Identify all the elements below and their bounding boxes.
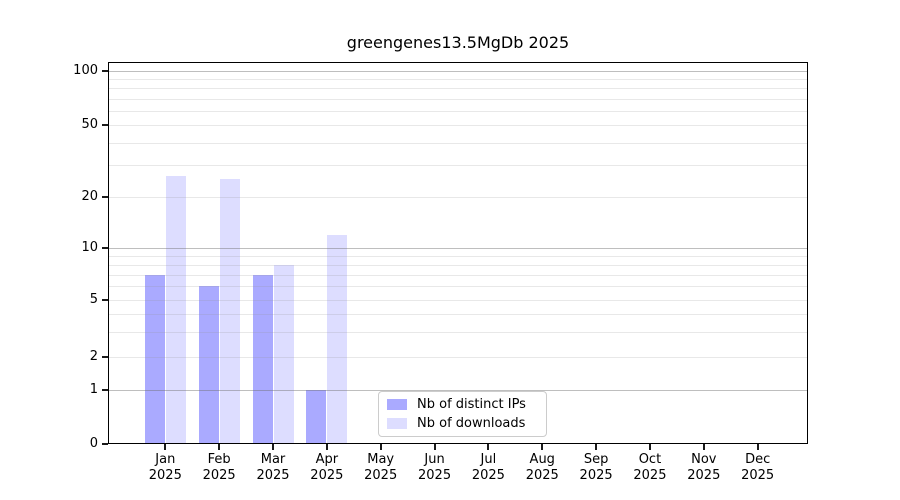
x-tick-label-may: May 2025	[364, 452, 398, 483]
x-tick-label-apr: Apr 2025	[310, 452, 344, 483]
bar-nb-of-distinct-ips-jan	[144, 274, 165, 444]
x-tick-oct	[648, 444, 651, 450]
x-tick-label-aug: Aug 2025	[525, 452, 559, 483]
bar-nb-of-distinct-ips-feb	[198, 286, 219, 444]
gridline-minor-9	[108, 255, 808, 257]
y-tick-10	[102, 247, 108, 249]
y-tick-label-50: 50	[81, 117, 98, 132]
x-tick-label-jun: Jun 2025	[418, 452, 452, 483]
y-tick-2	[102, 356, 108, 358]
x-tick-label-dec: Dec 2025	[741, 452, 775, 483]
gridline-minor-20	[108, 197, 808, 198]
y-tick-label-5: 5	[89, 292, 98, 307]
bar-nb-of-distinct-ips-mar	[252, 274, 273, 444]
gridline-minor-8	[108, 264, 808, 266]
bar-nb-of-downloads-jan	[165, 176, 186, 444]
y-tick-50	[102, 124, 108, 126]
legend-swatch-distinct-ips	[387, 399, 407, 411]
legend-item-downloads: Nb of downloads	[387, 416, 538, 431]
x-tick-nov	[702, 444, 705, 450]
x-tick-jul	[487, 444, 490, 450]
gridline-major-1	[108, 390, 808, 391]
bar-nb-of-distinct-ips-apr	[306, 390, 327, 444]
gridline-minor-60	[108, 110, 808, 112]
legend-item-distinct-ips: Nb of distinct IPs	[387, 397, 538, 412]
legend-label-downloads: Nb of downloads	[417, 415, 526, 431]
legend-swatch-downloads	[387, 417, 407, 429]
y-tick-label-1: 1	[89, 382, 98, 397]
gridline-minor-5	[108, 300, 808, 301]
y-tick-0	[102, 443, 108, 445]
x-tick-aug	[541, 444, 544, 450]
y-tick-5	[102, 299, 108, 301]
y-tick-label-20: 20	[81, 189, 98, 204]
x-tick-mar	[272, 444, 274, 450]
x-tick-dec	[756, 444, 759, 450]
gridline-minor-70	[108, 98, 808, 100]
gridline-major-10	[108, 248, 808, 249]
x-tick-label-oct: Oct 2025	[633, 452, 667, 483]
chart-title: greengenes13.5MgDb 2025	[346, 33, 570, 52]
x-tick-feb	[218, 444, 221, 450]
x-tick-label-nov: Nov 2025	[687, 452, 721, 483]
gridline-minor-80	[108, 88, 808, 90]
y-tick-label-100: 100	[73, 63, 98, 78]
x-tick-label-jul: Jul 2025	[471, 452, 505, 483]
gridline-minor-30	[108, 165, 808, 167]
gridline-minor-6	[108, 286, 808, 288]
gridline-minor-4	[108, 313, 808, 315]
x-tick-label-mar: Mar 2025	[256, 452, 290, 483]
y-tick-100	[102, 70, 108, 72]
legend-label-distinct-ips: Nb of distinct IPs	[417, 397, 526, 413]
bar-nb-of-downloads-mar	[273, 264, 294, 444]
x-tick-jan	[164, 444, 167, 450]
gridline-minor-7	[108, 274, 808, 276]
y-tick-label-2: 2	[89, 349, 98, 364]
bar-nb-of-downloads-feb	[219, 179, 240, 444]
y-tick-label-0: 0	[89, 436, 98, 451]
y-tick-20	[102, 196, 108, 198]
x-tick-label-feb: Feb 2025	[202, 452, 236, 483]
x-tick-sep	[595, 444, 598, 450]
gridline-minor-2	[108, 357, 808, 358]
bar-nb-of-downloads-apr	[327, 234, 348, 444]
gridline-minor-3	[108, 331, 808, 333]
x-tick-apr	[325, 444, 328, 450]
legend: Nb of distinct IPs Nb of downloads	[378, 391, 547, 437]
gridline-minor-90	[108, 79, 808, 81]
gridline-minor-50	[108, 125, 808, 126]
x-tick-label-jan: Jan 2025	[148, 452, 182, 483]
gridline-major-100	[108, 71, 808, 72]
y-tick-label-10: 10	[81, 240, 98, 255]
x-tick-may	[379, 444, 382, 450]
gridline-minor-40	[108, 142, 808, 144]
x-tick-jun	[433, 444, 436, 450]
x-tick-label-sep: Sep 2025	[579, 452, 613, 483]
y-tick-1	[102, 389, 108, 391]
